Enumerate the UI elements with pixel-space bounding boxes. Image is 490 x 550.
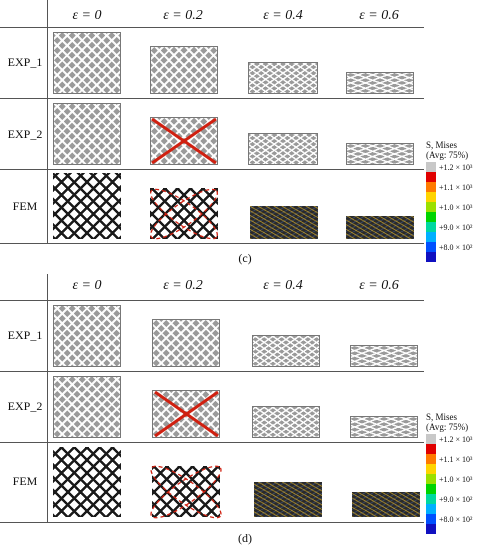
legend-tick: +1.1 × 10³: [439, 182, 473, 192]
fem-mesh: [53, 173, 121, 239]
grid-line: [0, 442, 424, 443]
legend-title: S, Mises: [426, 412, 458, 422]
specimen-image: [346, 143, 414, 165]
legend-swatch: [426, 222, 436, 232]
specimen-image: [248, 62, 318, 94]
fem-mesh: [53, 447, 121, 517]
strain-header: ε = 0.4: [263, 8, 303, 23]
legend-swatch: [426, 454, 436, 464]
grid-line: [0, 169, 424, 170]
legend-swatch: [426, 444, 436, 454]
row-label: FEM: [12, 474, 38, 488]
row-label: EXP_2: [7, 399, 43, 413]
grid-line: [0, 27, 424, 28]
specimen-image: [252, 406, 320, 438]
legend-swatch: [426, 524, 436, 534]
specimen-image: [53, 103, 121, 165]
fem-mesh: [152, 466, 220, 517]
stress-legend: S, Mises (Avg: 75%) +1.2 × 10³ +1.1 × 10…: [426, 412, 488, 534]
specimen-image: [346, 72, 414, 94]
legend-tick: +8.0 × 10²: [439, 242, 473, 252]
strain-header: ε = 0.4: [263, 278, 303, 293]
legend-subtitle: (Avg: 75%): [426, 422, 469, 432]
legend-tick: +1.2 × 10³: [439, 434, 473, 444]
fem-mesh: [250, 206, 318, 239]
grid-line: [0, 371, 424, 372]
legend-swatch: [426, 514, 436, 524]
legend-swatch: [426, 182, 436, 192]
legend-tick: +8.0 × 10²: [439, 514, 473, 524]
specimen-image: [350, 416, 418, 438]
specimen-image: [53, 305, 121, 367]
grid-line: [47, 0, 48, 243]
legend-tick: +9.0 × 10²: [439, 222, 473, 232]
legend-swatch: [426, 172, 436, 182]
legend-swatch: [426, 434, 436, 444]
legend-title: S, Mises: [426, 140, 458, 150]
legend-swatch: [426, 162, 436, 172]
fem-mesh: [150, 188, 218, 239]
legend-subtitle: (Avg: 75%): [426, 150, 469, 160]
strain-header: ε = 0.2: [163, 278, 203, 293]
fem-mesh: [346, 216, 414, 239]
strain-header: ε = 0: [72, 278, 102, 293]
legend-swatch: [426, 202, 436, 212]
legend-swatch: [426, 504, 436, 514]
legend-swatch: [426, 212, 436, 222]
legend-swatch: [426, 232, 436, 242]
grid-line: [0, 300, 424, 301]
row-label: FEM: [12, 199, 38, 213]
specimen-image: [53, 376, 121, 438]
specimen-image: [248, 133, 318, 165]
legend-swatch: [426, 242, 436, 252]
grid-line: [47, 274, 48, 522]
grid-line: [0, 243, 424, 244]
legend-swatch: [426, 494, 436, 504]
legend-swatch: [426, 484, 436, 494]
legend-tick: +1.0 × 10³: [439, 474, 473, 484]
panel-caption: (d): [238, 531, 252, 545]
fem-mesh: [254, 482, 322, 517]
strain-header: ε = 0.6: [359, 278, 399, 293]
legend-tick: +1.1 × 10³: [439, 454, 473, 464]
legend-swatch: [426, 192, 436, 202]
row-label: EXP_1: [7, 55, 43, 69]
stress-legend: S, Mises (Avg: 75%) +1.2 × 10³ +1.1 × 10…: [426, 140, 488, 262]
specimen-image: [152, 319, 220, 367]
strain-header: ε = 0.2: [163, 8, 203, 23]
legend-swatch: [426, 464, 436, 474]
specimen-image: [350, 345, 418, 367]
legend-tick: +1.0 × 10³: [439, 202, 473, 212]
panel-caption: (c): [238, 251, 252, 265]
row-label: EXP_1: [7, 328, 43, 342]
specimen-image: [53, 32, 121, 94]
fem-mesh: [352, 492, 420, 517]
row-label: EXP_2: [7, 127, 43, 141]
legend-tick: +9.0 × 10²: [439, 494, 473, 504]
legend-swatch: [426, 474, 436, 484]
specimen-image: [152, 390, 220, 438]
legend-tick: +1.2 × 10³: [439, 162, 473, 172]
strain-header: ε = 0: [72, 8, 102, 23]
specimen-image: [150, 117, 218, 165]
specimen-image: [150, 46, 218, 94]
figure-panel-c: ε = 0 ε = 0.2 ε = 0.4 ε = 0.6 EXP_1 EXP_…: [0, 0, 490, 270]
figure-panel-d: ε = 0 ε = 0.2 ε = 0.4 ε = 0.6 EXP_1 EXP_…: [0, 274, 490, 550]
specimen-image: [252, 335, 320, 367]
grid-line: [0, 522, 424, 523]
grid-line: [0, 98, 424, 99]
strain-header: ε = 0.6: [359, 8, 399, 23]
legend-swatch: [426, 252, 436, 262]
